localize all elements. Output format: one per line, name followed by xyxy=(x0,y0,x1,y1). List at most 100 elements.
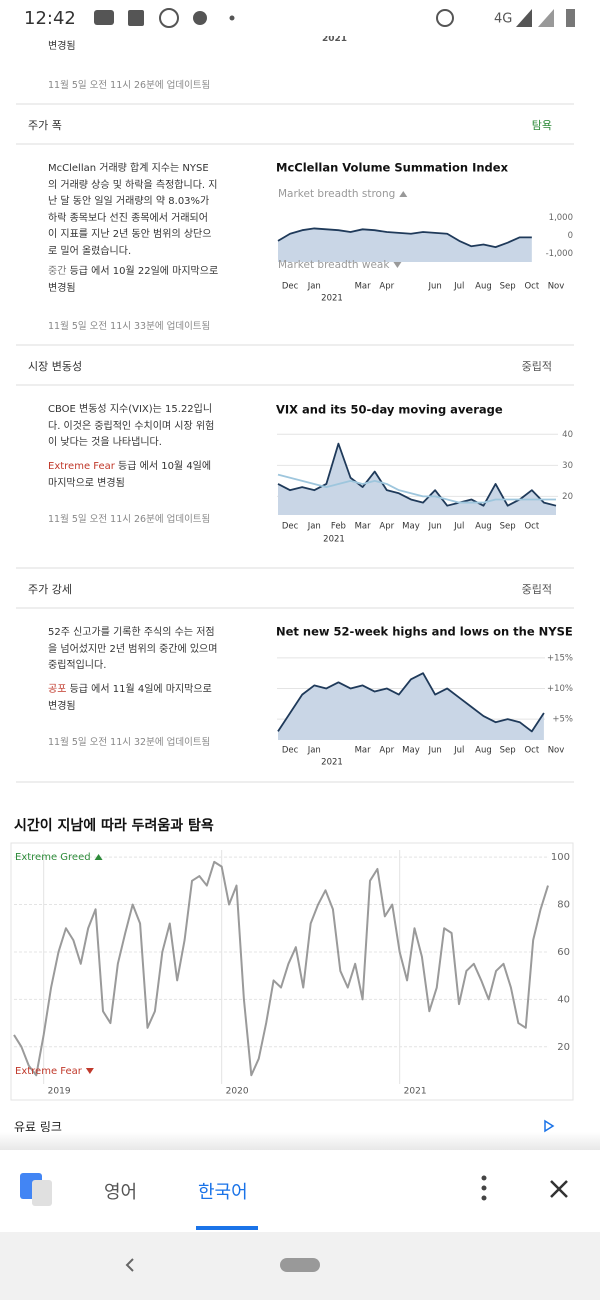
x-tick-label: 2021 xyxy=(404,1087,427,1097)
chart-title: McClellan Volume Summation Index xyxy=(276,161,509,175)
series-line xyxy=(277,227,532,249)
change-line: 공포 등급 에서 11월 4일에 마지막으로 변경됨 xyxy=(48,682,220,715)
change-line: Extreme Fear 등급 에서 10월 4일에 마지막으로 변경됨 xyxy=(48,459,220,492)
x-tick-label: Jan xyxy=(307,522,321,532)
x-tick-label: Aug xyxy=(475,522,492,532)
x-tick-label: Jun xyxy=(427,282,441,292)
x-tick-label: Sep xyxy=(500,282,516,292)
y-tick-label: +10% xyxy=(547,684,573,694)
series-line xyxy=(13,860,549,1077)
chart-title: VIX and its 50-day moving average xyxy=(276,403,503,417)
description: McClellan 거래량 합계 지수는 NYSE 의 거래량 상승 및 하락을… xyxy=(48,163,218,257)
status-bar: 12:42 4G xyxy=(0,0,600,36)
arrow-icon xyxy=(85,1068,94,1074)
x-tick-label: Oct xyxy=(524,746,539,756)
signal xyxy=(516,9,532,27)
icon xyxy=(128,10,144,26)
icon xyxy=(436,9,454,27)
arrow-icon xyxy=(393,262,402,268)
lang-to[interactable]: 한국어 xyxy=(198,1182,248,1203)
y-tick-label: 60 xyxy=(557,947,570,958)
x-tick-label: Sep xyxy=(500,522,516,532)
network: 4G xyxy=(494,12,512,27)
year-label: 2021 xyxy=(323,535,345,545)
y-tick-label: +5% xyxy=(552,715,573,725)
section-rating: 탐욕 xyxy=(531,119,552,132)
lang-from[interactable]: 영어 xyxy=(104,1182,138,1203)
shadow xyxy=(0,1132,600,1150)
arrow-icon xyxy=(94,854,103,860)
x-tick-label: Sep xyxy=(500,746,516,756)
change-line: 중간 등급 에서 10월 22일에 마지막으로 변경됨 xyxy=(48,264,220,297)
icon xyxy=(193,11,207,25)
y-tick-label: 0 xyxy=(568,231,573,241)
area-fill xyxy=(278,443,556,515)
x-tick-label: Aug xyxy=(475,282,492,292)
section-heading: 주가 강세 xyxy=(28,583,72,596)
updated: 11월 5일 오전 11시 33분에 업데이트됨 xyxy=(48,321,211,332)
x-tick-label: Apr xyxy=(379,522,394,532)
area-fill xyxy=(278,228,532,262)
y-tick-label: 40 xyxy=(562,430,573,440)
x-tick-label: Oct xyxy=(524,282,539,292)
x-tick-label: Mar xyxy=(355,282,372,292)
arrow-icon xyxy=(399,191,408,197)
x-tick-label: Apr xyxy=(379,746,394,756)
x-tick-label: Jul xyxy=(453,282,464,292)
change-rating: 중간 xyxy=(48,266,67,277)
y-tick-label: 40 xyxy=(557,994,570,1005)
tab-indicator xyxy=(196,1226,258,1230)
y-tick-label: 30 xyxy=(562,461,573,471)
series-line xyxy=(277,672,545,733)
x-tick-label: May xyxy=(402,746,420,756)
y-tick-label: -1,000 xyxy=(546,249,573,259)
upper-label: Extreme Greed xyxy=(15,852,91,863)
icon xyxy=(94,10,114,25)
sponsored: 유료 링크 xyxy=(14,1120,62,1134)
year-label: 2021 xyxy=(321,758,343,768)
icon xyxy=(229,15,235,21)
chart-title: Net new 52-week highs and lows on the NY… xyxy=(276,625,573,639)
signal xyxy=(538,9,554,27)
x-tick-label: Jun xyxy=(427,522,441,532)
x-tick-label: Nov xyxy=(548,282,565,292)
clock: 12:42 xyxy=(24,8,76,29)
x-tick-label: Apr xyxy=(379,282,394,292)
x-tick-label: Mar xyxy=(355,746,372,756)
x-tick-label: Dec xyxy=(282,282,299,292)
y-tick-label: +15% xyxy=(547,653,573,663)
y-tick-label: 20 xyxy=(557,1042,570,1053)
x-tick-label: Aug xyxy=(475,746,492,756)
description: 52주 신고가를 기록한 주식의 수는 저점을 넘어섰지만 2년 범위의 중간에… xyxy=(48,627,218,671)
y-tick-label: 20 xyxy=(562,492,573,502)
section-heading: 시장 변동성 xyxy=(28,360,83,373)
x-tick-label: Oct xyxy=(524,522,539,532)
icon xyxy=(159,8,179,28)
x-tick-label: May xyxy=(402,522,420,532)
x-tick-label: Jan xyxy=(307,282,321,292)
lower-label: Market breadth weak xyxy=(278,259,390,271)
section-rating: 중립적 xyxy=(521,360,552,373)
upper-label: Market breadth strong xyxy=(278,188,395,200)
chart-frame xyxy=(10,842,574,1101)
description: CBOE 변동성 지수(VIX)는 15.22입니다. 이것은 중립적인 수치이… xyxy=(48,404,215,448)
area-fill xyxy=(278,673,544,740)
x-tick-label: 2020 xyxy=(226,1087,249,1097)
y-tick-label: 80 xyxy=(557,900,570,911)
x-tick-label: Jul xyxy=(453,746,464,756)
x-tick-label: Jun xyxy=(427,746,441,756)
x-tick-label: Dec xyxy=(282,522,299,532)
x-tick-label: Mar xyxy=(355,522,372,532)
x-tick-label: 2019 xyxy=(48,1087,71,1097)
change-text: 등급 에서 11월 4일에 마지막으로 변경됨 xyxy=(48,684,212,712)
x-tick-label: Feb xyxy=(331,522,346,532)
change-text: 등급 에서 10월 22일에 마지막으로 변경됨 xyxy=(48,266,219,294)
y-tick-label: 100 xyxy=(551,852,570,863)
series-line xyxy=(277,473,556,504)
section-rating: 중립적 xyxy=(521,583,552,596)
x-tick-label: Dec xyxy=(282,746,299,756)
chart-title: 시간이 지남에 따라 두려움과 탐욕 xyxy=(14,818,214,834)
section-heading: 주가 폭 xyxy=(28,119,62,132)
